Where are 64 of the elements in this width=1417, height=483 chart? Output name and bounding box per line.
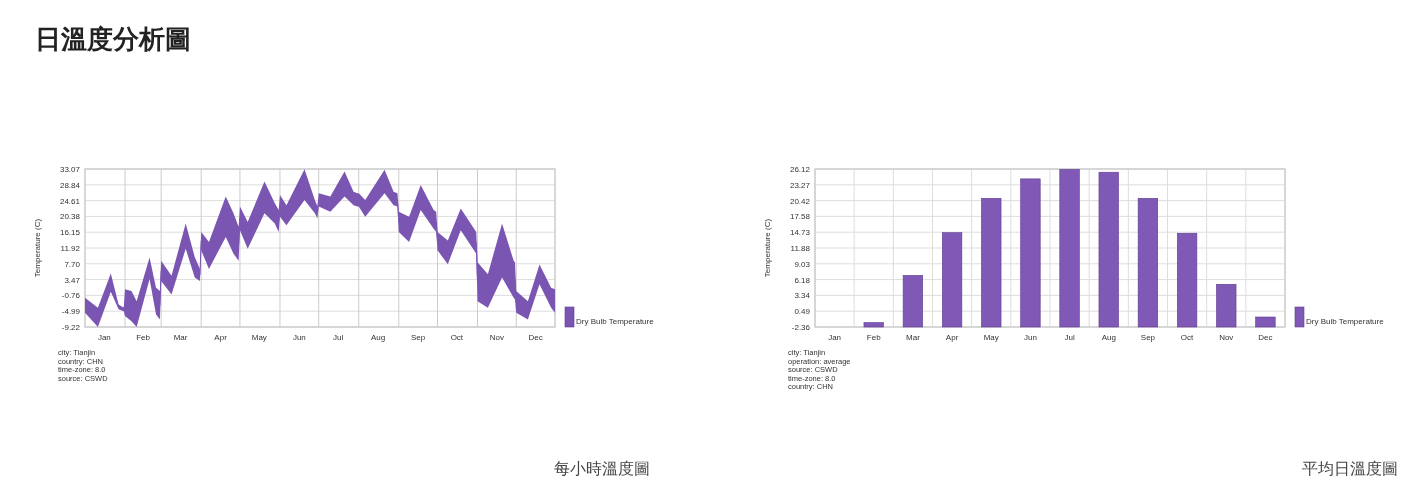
x-tick-label: Aug <box>1101 333 1116 342</box>
x-tick-label: Oct <box>450 333 464 342</box>
chart-title: 日溫度分析圖 <box>35 24 191 54</box>
bar <box>1176 232 1198 328</box>
legend: Dry Bulb Temperature <box>564 306 654 328</box>
x-tick-label: Nov <box>1219 333 1234 342</box>
x-tick-label: Sep <box>411 333 426 342</box>
y-tick-label: 7.70 <box>64 259 81 269</box>
legend: Dry Bulb Temperature <box>1294 306 1384 328</box>
x-tick-label: Feb <box>136 333 151 342</box>
x-tick-label: Jun <box>292 333 306 342</box>
y-tick-label: 20.42 <box>789 196 811 206</box>
x-tick-label: Jan <box>97 333 111 342</box>
y-tick-label: 33.07 <box>59 165 81 174</box>
y-tick-label: 0.49 <box>794 307 811 317</box>
y-tick-label: -9.22 <box>61 323 81 332</box>
bar <box>1137 197 1158 328</box>
bar <box>981 197 1002 328</box>
y-tick-label: 20.38 <box>59 212 81 222</box>
x-tick-label: Jun <box>1023 333 1037 342</box>
x-tick-label: Dec <box>1258 333 1273 342</box>
y-tick-label: 11.92 <box>60 244 81 254</box>
text: 每小時溫度圖 <box>554 459 650 478</box>
x-tick-label: Aug <box>370 333 386 342</box>
y-axis-title: Temperature (C) <box>33 218 42 278</box>
x-tick-label: Jul <box>332 333 344 342</box>
bar <box>1020 178 1041 328</box>
bar <box>1098 171 1119 328</box>
text: 平均日溫度圖 <box>1302 459 1398 478</box>
y-tick-label: 24.61 <box>59 196 81 206</box>
y-tick-label: -0.76 <box>61 291 81 301</box>
y-tick-label: 28.84 <box>59 180 81 190</box>
bar <box>1059 169 1080 328</box>
y-tick-label: -2.36 <box>791 323 811 332</box>
bar <box>941 232 963 328</box>
y-tick-label: 3.47 <box>64 275 81 285</box>
y-tick-label: 14.73 <box>789 228 811 238</box>
x-tick-label: Apr <box>214 333 228 342</box>
y-tick-label: 11.88 <box>790 244 811 253</box>
y-tick-label: 6.18 <box>794 275 811 285</box>
x-tick-label: Mar <box>173 333 188 342</box>
x-tick-label: Oct <box>1180 333 1195 342</box>
bar <box>1255 316 1276 328</box>
x-tick-label: May <box>983 333 999 342</box>
y-tick-label: 17.58 <box>789 212 811 222</box>
x-tick-label: Nov <box>489 333 505 342</box>
x-tick-label: Sep <box>1140 333 1156 342</box>
y-tick-label: 23.27 <box>789 180 811 190</box>
x-tick-label: May <box>251 333 267 342</box>
y-tick-label: 26.12 <box>789 165 811 174</box>
y-axis-title: Temperature (C) <box>763 218 772 278</box>
y-tick-label: 9.03 <box>794 259 811 269</box>
y-tick-label: -4.99 <box>61 307 81 317</box>
bar <box>902 275 924 328</box>
y-tick-label: 3.34 <box>794 291 811 301</box>
x-tick-label: Feb <box>866 333 882 342</box>
y-tick-label: 16.15 <box>59 228 81 238</box>
bar <box>1216 283 1237 328</box>
x-tick-label: Jan <box>828 333 842 342</box>
x-tick-label: Dec <box>528 333 543 342</box>
x-tick-label: Apr <box>945 333 959 342</box>
bar <box>863 322 884 328</box>
x-tick-label: Jul <box>1064 333 1075 342</box>
x-tick-label: Mar <box>906 333 921 342</box>
